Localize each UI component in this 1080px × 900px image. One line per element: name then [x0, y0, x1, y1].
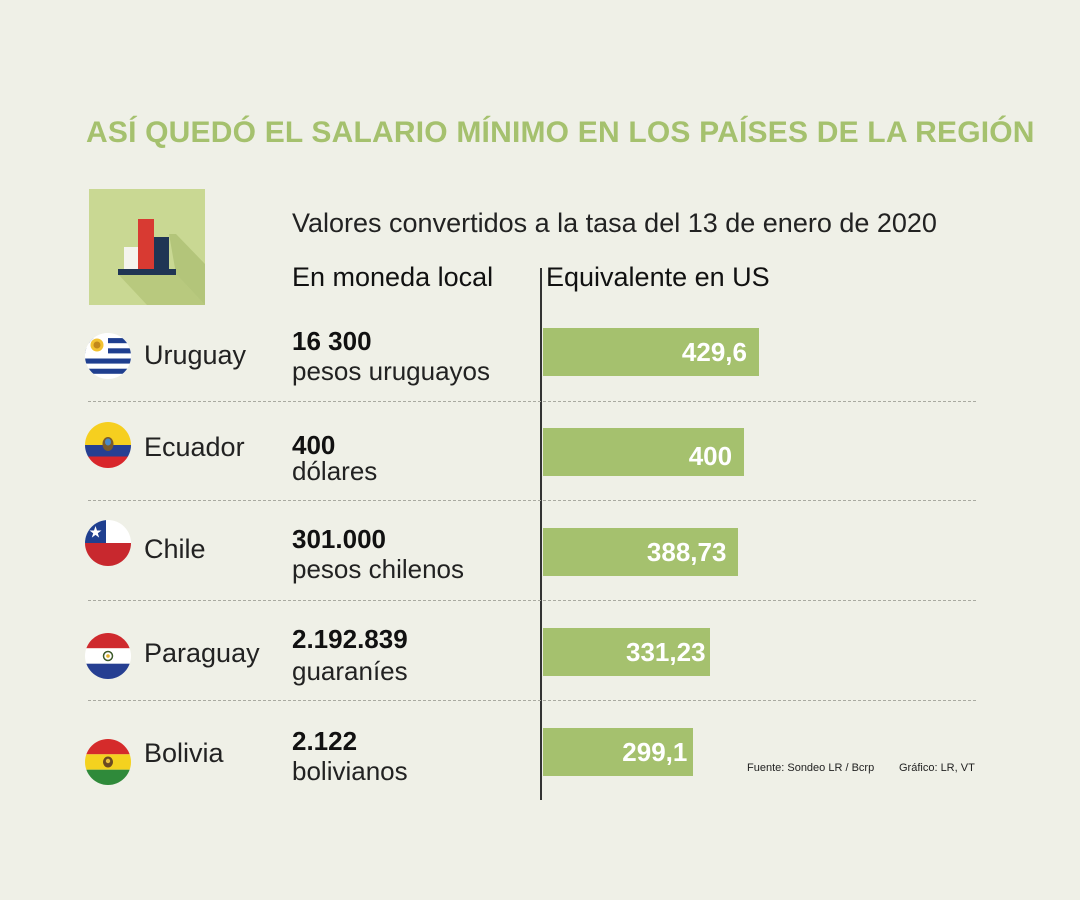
bar-value-label: 429,6: [681, 337, 747, 367]
credit-note: Gráfico: LR, VT: [899, 762, 975, 774]
paraguay-flag-icon: [85, 633, 131, 679]
table-row: Uruguay 16 300 pesos uruguayos 429,6: [0, 322, 1080, 422]
table-row: Bolivia 2.122 bolivianos 299,1: [0, 722, 1080, 822]
uruguay-flag-icon: [85, 333, 131, 379]
country-name: Ecuador: [144, 432, 245, 462]
row-divider: [88, 700, 976, 701]
column-divider: [540, 268, 542, 800]
bar-value-label: 400: [688, 441, 733, 471]
row-divider: [88, 600, 976, 601]
local-amount: 301.000: [292, 524, 386, 554]
local-currency: pesos uruguayos: [292, 356, 491, 386]
ecuador-flag-icon: [85, 422, 131, 468]
bar-value-label: 331,23: [626, 637, 706, 667]
column-header-usd: Equivalente en US: [546, 262, 770, 292]
bar-ecuador: 400: [543, 428, 745, 476]
country-name: Uruguay: [144, 340, 247, 370]
bar-value-label: 299,1: [622, 737, 688, 767]
table-row: Ecuador 400 dólares 400: [0, 422, 1080, 522]
bar-chart-icon: [89, 189, 205, 305]
bar-bolivia: 299,1: [543, 728, 694, 776]
local-currency: dólares: [292, 456, 378, 486]
country-name: Paraguay: [144, 638, 260, 668]
table-row: Chile 301.000 pesos chilenos 388,73: [0, 520, 1080, 622]
chart-subtitle: Valores convertidos a la tasa del 13 de …: [292, 208, 937, 238]
bar-uruguay: 429,6: [543, 328, 759, 376]
bar-value-label: 388,73: [646, 537, 727, 567]
bolivia-flag-icon: [85, 739, 131, 785]
column-header-local: En moneda local: [292, 262, 494, 292]
bar-paraguay: 331,23: [543, 628, 710, 676]
chile-flag-icon: [85, 520, 131, 566]
chart-title: ASÍ QUEDÓ EL SALARIO MÍNIMO EN LOS PAÍSE…: [86, 116, 1035, 149]
local-currency: bolivianos: [292, 756, 408, 786]
local-currency: pesos chilenos: [292, 554, 464, 584]
table-row: Paraguay 2.192.839 guaraníes 331,23: [0, 622, 1080, 722]
source-note: Fuente: Sondeo LR / Bcrp: [747, 762, 875, 774]
country-name: Chile: [144, 534, 206, 564]
local-amount: 16 300: [292, 326, 372, 356]
bar-chile: 388,73: [543, 528, 739, 576]
local-amount: 2.192.839: [292, 624, 408, 654]
country-name: Bolivia: [144, 738, 224, 768]
local-amount: 2.122: [292, 726, 358, 756]
local-amount: 400: [292, 430, 336, 460]
local-currency: guaraníes: [292, 656, 408, 686]
row-divider: [88, 401, 976, 402]
row-divider: [88, 500, 976, 501]
